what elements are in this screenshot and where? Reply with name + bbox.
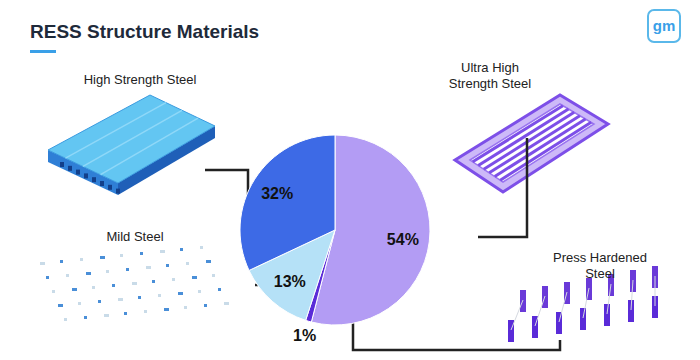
mild-part bbox=[206, 260, 211, 263]
mild-part bbox=[106, 270, 109, 273]
mild-part bbox=[80, 258, 83, 261]
canvas: RESS Structure Materials gm 54% 1% 13% 32% bbox=[0, 0, 700, 360]
pie bbox=[240, 135, 430, 325]
illustration-frame bbox=[455, 95, 608, 192]
mild-part bbox=[112, 284, 115, 287]
logo-box bbox=[648, 10, 680, 42]
mild-part bbox=[84, 316, 87, 319]
category-label: Press Hardened Steel bbox=[540, 250, 660, 282]
press-pillar bbox=[580, 308, 586, 330]
mild-part bbox=[158, 294, 161, 297]
tray-rib bbox=[66, 103, 167, 159]
press-rail bbox=[583, 288, 589, 318]
illustration-mild bbox=[40, 246, 229, 321]
tray-bolt bbox=[108, 185, 112, 190]
press-rail bbox=[511, 300, 523, 330]
pie-slice bbox=[240, 135, 335, 270]
mild-part bbox=[92, 286, 95, 289]
mild-part bbox=[58, 304, 63, 307]
illustration-tray bbox=[48, 95, 215, 195]
mild-part bbox=[178, 292, 183, 295]
mild-part bbox=[146, 266, 151, 269]
mild-part bbox=[184, 306, 187, 309]
tray-bolt bbox=[116, 189, 120, 194]
press-rail bbox=[535, 296, 545, 326]
title-underline bbox=[30, 50, 56, 53]
press-pillar bbox=[604, 304, 610, 326]
mild-part bbox=[98, 300, 101, 303]
mild-part bbox=[198, 290, 201, 293]
mild-part bbox=[40, 262, 45, 265]
tray-bolt bbox=[68, 166, 72, 171]
mild-part bbox=[204, 304, 207, 307]
category-label: High Strength Steel bbox=[70, 72, 210, 88]
data-label: 1% bbox=[293, 327, 316, 344]
mild-part bbox=[120, 254, 123, 257]
press-rail bbox=[655, 276, 656, 306]
mild-part bbox=[192, 276, 197, 279]
tray-rib bbox=[83, 110, 182, 166]
illustration-press bbox=[508, 266, 658, 342]
frame-bar bbox=[495, 119, 586, 177]
tray-bolt bbox=[92, 177, 96, 182]
mild-part bbox=[160, 250, 165, 253]
data-label: 13% bbox=[274, 273, 306, 290]
category-label: Ultra High Strength Steel bbox=[440, 60, 540, 92]
mild-part bbox=[180, 248, 183, 251]
tray-bolt bbox=[60, 162, 64, 167]
mild-part bbox=[140, 252, 143, 255]
logo: gm bbox=[653, 17, 676, 34]
mild-part bbox=[152, 280, 155, 283]
mild-part bbox=[124, 312, 127, 315]
frame-bar bbox=[500, 122, 591, 180]
frame-inner bbox=[470, 104, 594, 182]
mild-part bbox=[100, 256, 105, 259]
mild-part bbox=[212, 274, 215, 277]
category-label: Mild Steel bbox=[75, 229, 195, 245]
mild-part bbox=[66, 274, 69, 277]
mild-part bbox=[164, 308, 169, 311]
mild-part bbox=[60, 260, 63, 263]
tray-bolt bbox=[76, 170, 80, 175]
mild-part bbox=[218, 288, 221, 291]
tray-top bbox=[48, 95, 215, 183]
mild-part bbox=[78, 302, 81, 305]
mild-part bbox=[118, 298, 123, 301]
mild-part bbox=[126, 268, 129, 271]
frame-bar bbox=[489, 116, 580, 173]
data-label: 54% bbox=[387, 231, 419, 248]
connector bbox=[478, 138, 527, 237]
data-label: 32% bbox=[261, 185, 293, 202]
mild-part bbox=[172, 278, 175, 281]
mild-part bbox=[52, 290, 55, 293]
frame-outer bbox=[455, 95, 608, 192]
mild-part bbox=[132, 282, 137, 285]
tray-rib bbox=[101, 118, 199, 175]
title: RESS Structure Materials bbox=[30, 21, 259, 42]
mild-part bbox=[64, 318, 67, 321]
mild-part bbox=[86, 272, 91, 275]
press-rail bbox=[607, 284, 611, 314]
mild-part bbox=[138, 296, 141, 299]
page: RESS Structure Materials gm 54% 1% 13% 32% Ul… bbox=[0, 0, 700, 360]
tray-bolt bbox=[84, 173, 88, 178]
mild-part bbox=[144, 310, 147, 313]
tray-bolt bbox=[100, 181, 104, 186]
mild-part bbox=[224, 302, 229, 305]
mild-part bbox=[46, 276, 49, 279]
press-rail bbox=[559, 292, 567, 322]
mild-part bbox=[186, 262, 189, 265]
mild-part bbox=[72, 288, 77, 291]
mild-part bbox=[200, 246, 203, 249]
press-rail bbox=[631, 280, 633, 310]
press-pillar bbox=[508, 320, 514, 342]
mild-part bbox=[104, 314, 109, 317]
mild-part bbox=[166, 264, 169, 267]
connector bbox=[353, 318, 560, 350]
